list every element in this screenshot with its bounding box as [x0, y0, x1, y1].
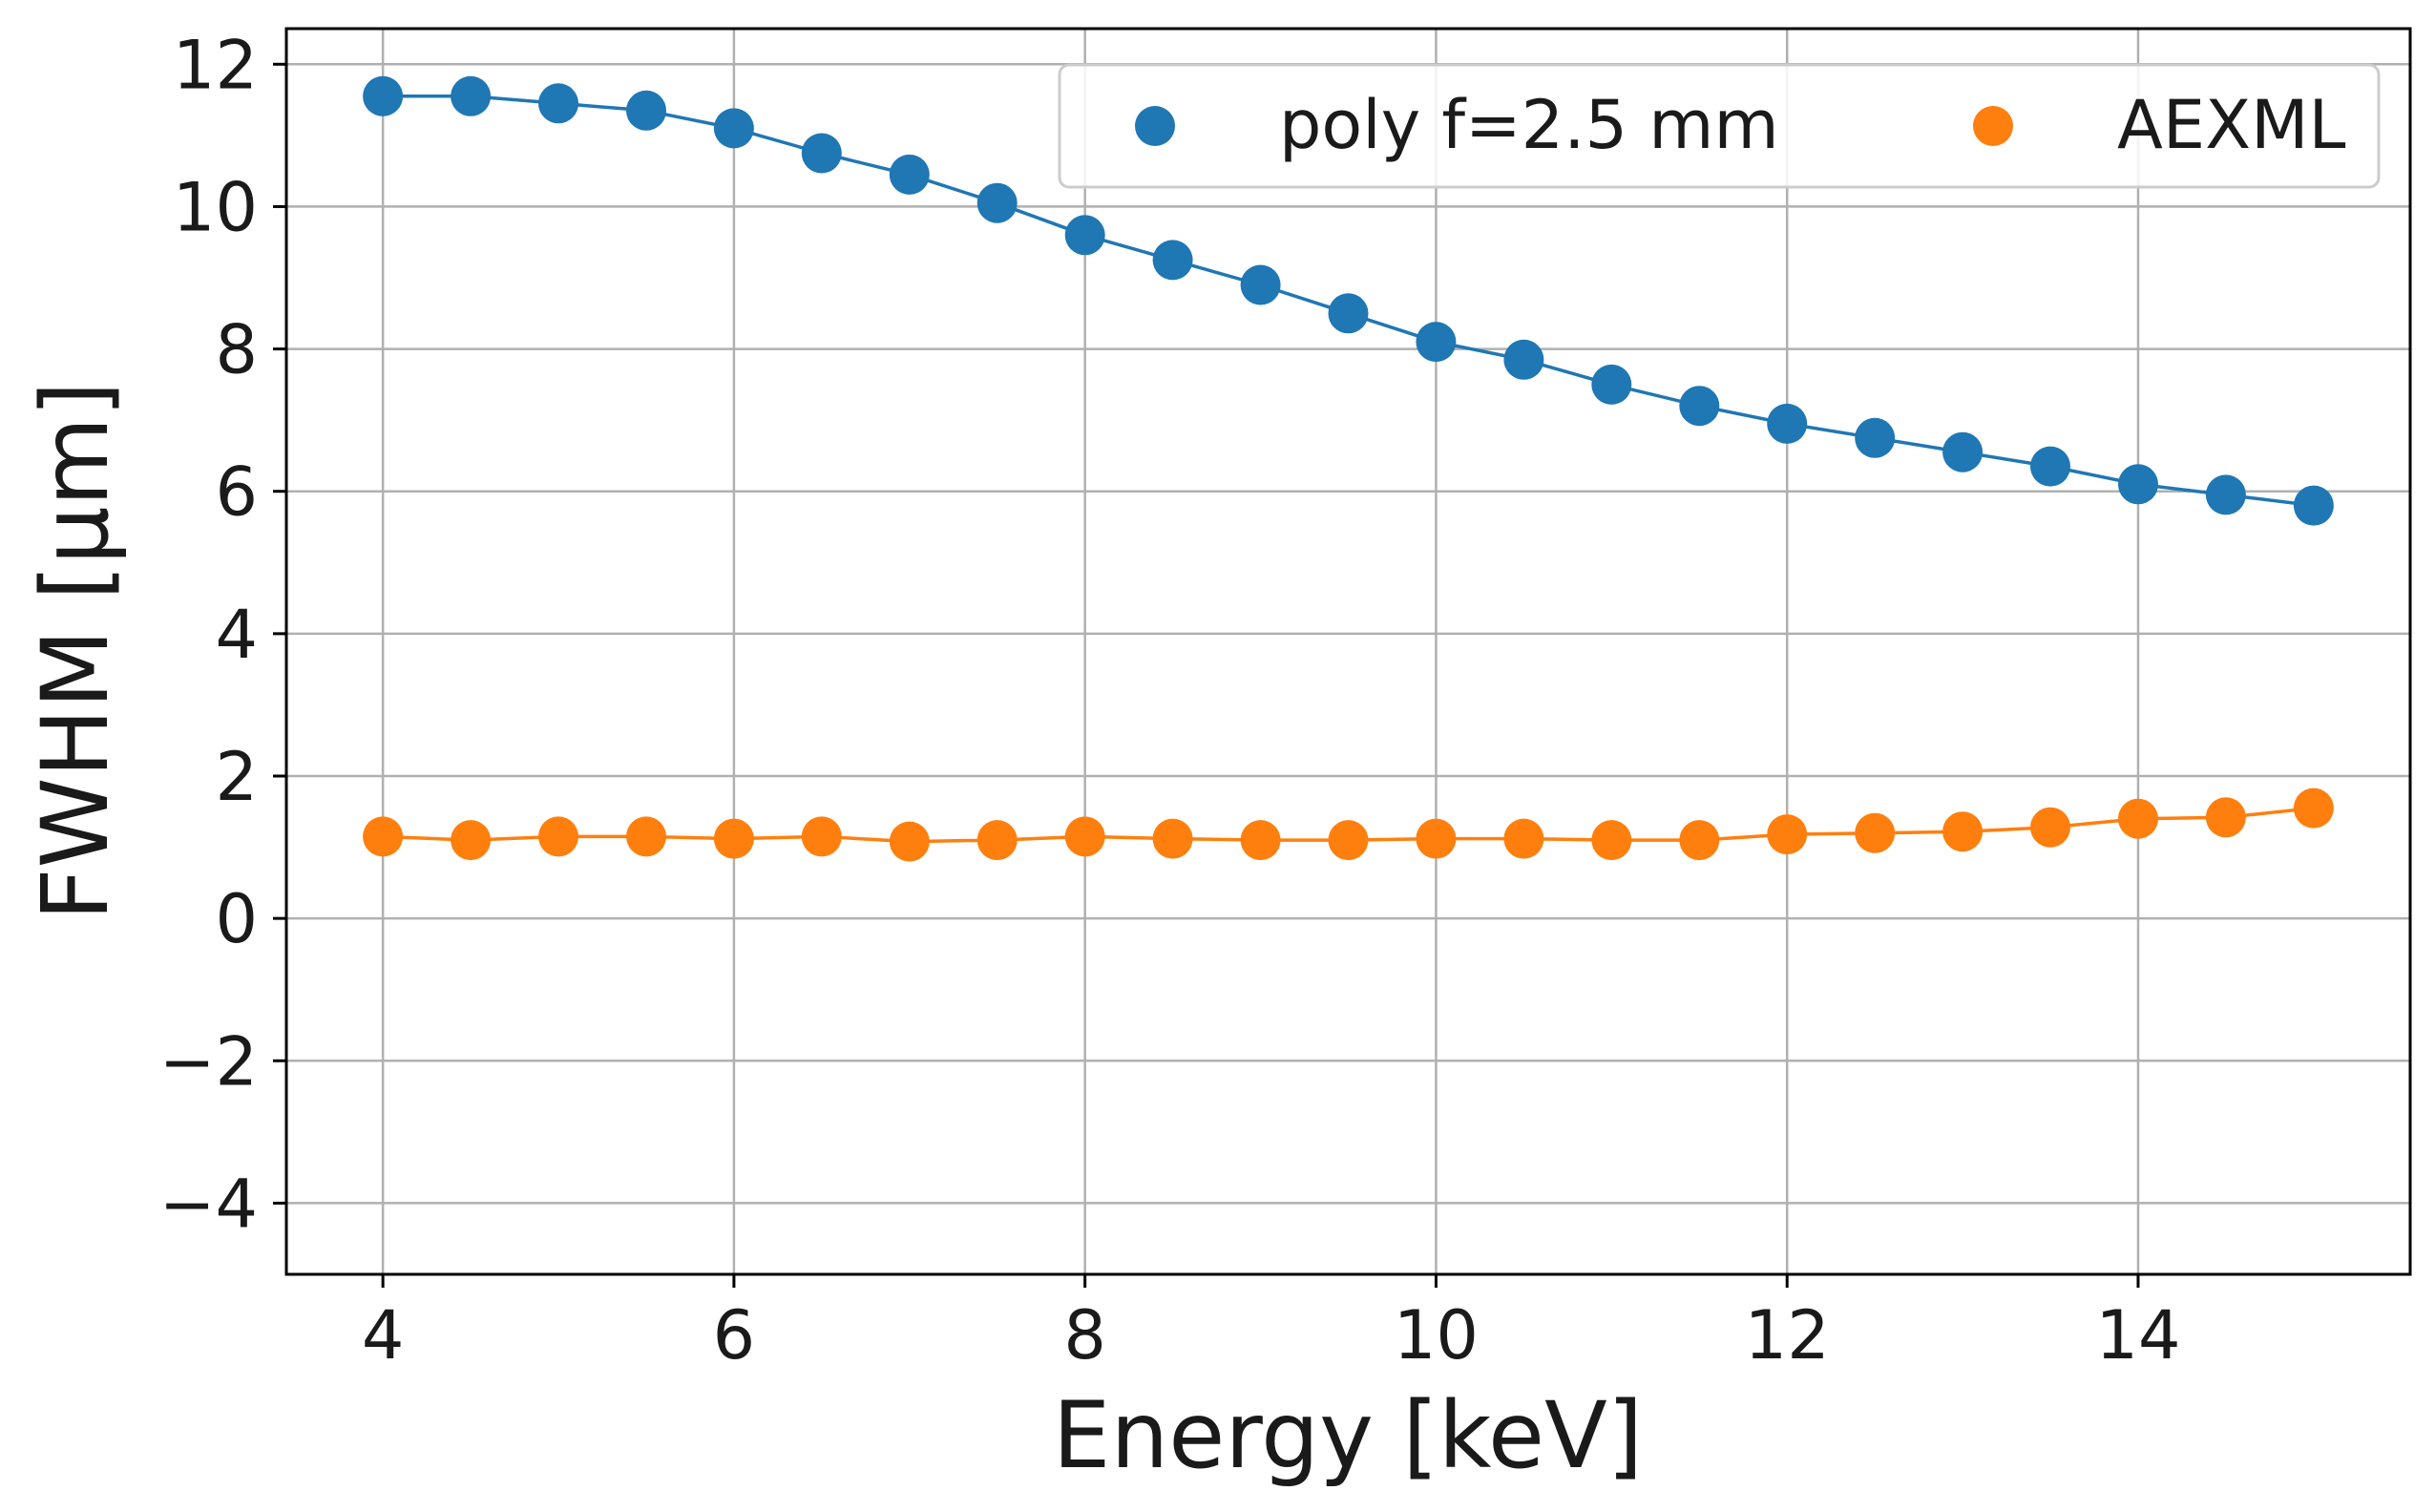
series-1-point-7 — [976, 820, 1018, 861]
series-1-point-21 — [2205, 797, 2246, 838]
series-0-point-19 — [2030, 446, 2070, 487]
series-0-point-15 — [1679, 386, 1720, 427]
series-1-point-9 — [1152, 818, 1193, 859]
series-0-point-4 — [713, 108, 754, 149]
series-0-point-12 — [1416, 322, 1457, 363]
y-axis-label: FWHM [μm] — [22, 381, 129, 920]
series-1-point-11 — [1328, 820, 1369, 861]
series-1-point-3 — [626, 816, 666, 857]
y-tick-label--4: −4 — [159, 1165, 258, 1243]
legend-label-aexml: AEXML — [2117, 86, 2345, 164]
series-0-point-9 — [1152, 240, 1193, 281]
series-1-point-22 — [2293, 788, 2334, 829]
legend-marker-poly — [1135, 106, 1175, 146]
x-tick-label-6: 6 — [713, 1296, 756, 1375]
series-0 — [363, 75, 2334, 526]
series-0-point-14 — [1591, 364, 1632, 405]
y-tick-label-2: 2 — [215, 738, 258, 816]
series-1-point-14 — [1591, 820, 1632, 861]
legend: poly f=2.5 mm AEXML — [1058, 63, 2381, 189]
series-0-point-13 — [1503, 339, 1544, 380]
series-0-point-6 — [889, 154, 930, 195]
plot-frame — [284, 27, 2412, 1276]
series-0-point-1 — [451, 75, 492, 116]
series-0-point-0 — [363, 75, 404, 116]
series-0-point-22 — [2293, 485, 2334, 526]
series-0-point-3 — [626, 90, 666, 131]
series-1-point-1 — [451, 820, 492, 861]
x-tick-label-4: 4 — [362, 1296, 405, 1375]
plot-area-background — [286, 29, 2410, 1274]
series-1-point-13 — [1503, 818, 1544, 859]
series-0-point-10 — [1240, 264, 1281, 305]
legend-marker-aexml — [1973, 106, 2013, 146]
y-tick-label-4: 4 — [215, 596, 258, 674]
series-0-point-16 — [1767, 403, 1808, 444]
series-0-point-18 — [1942, 431, 1984, 472]
series-0-point-11 — [1328, 293, 1369, 334]
y-tick-label-6: 6 — [215, 453, 258, 532]
y-tick-label-0: 0 — [215, 880, 258, 958]
series-1-point-0 — [363, 816, 404, 857]
series-0-point-8 — [1064, 215, 1105, 256]
series-0-point-20 — [2118, 464, 2158, 505]
series-0-point-7 — [976, 182, 1018, 223]
series-0-point-21 — [2205, 474, 2246, 515]
series-1-point-5 — [801, 816, 842, 857]
legend-label-poly: poly f=2.5 mm — [1279, 86, 1779, 164]
x-tick-label-8: 8 — [1063, 1296, 1106, 1375]
series-0-point-5 — [801, 133, 842, 174]
y-tick-label--2: −2 — [159, 1022, 258, 1101]
x-axis-label: Energy [keV] — [1053, 1382, 1643, 1489]
series-0-point-2 — [538, 83, 578, 124]
x-tick-label-12: 12 — [1745, 1296, 1830, 1375]
series-1-point-2 — [538, 816, 578, 857]
series-1-point-16 — [1767, 814, 1808, 855]
series-1-point-17 — [1855, 812, 1896, 853]
series-1-point-15 — [1679, 820, 1720, 861]
series-1-point-6 — [889, 821, 930, 862]
series-1-point-18 — [1942, 811, 1984, 852]
series-1-point-8 — [1064, 816, 1105, 857]
series-1-point-10 — [1240, 820, 1281, 861]
series-1-point-19 — [2030, 807, 2070, 848]
y-tick-label-12: 12 — [173, 26, 258, 104]
axis-ticks: 4 6 8 10 12 14 −4 −2 0 2 4 6 8 10 12 — [159, 26, 2181, 1375]
x-tick-label-10: 10 — [1394, 1296, 1479, 1375]
legend-box — [1058, 63, 2381, 189]
series-layer — [363, 75, 2334, 862]
series-1-point-20 — [2118, 798, 2158, 839]
series-1 — [363, 788, 2334, 862]
series-0-point-17 — [1855, 417, 1896, 458]
series-1-point-12 — [1416, 818, 1457, 859]
y-tick-label-10: 10 — [173, 168, 258, 246]
y-tick-label-8: 8 — [215, 311, 258, 389]
series-1-point-4 — [713, 818, 754, 859]
x-tick-label-14: 14 — [2095, 1296, 2180, 1375]
